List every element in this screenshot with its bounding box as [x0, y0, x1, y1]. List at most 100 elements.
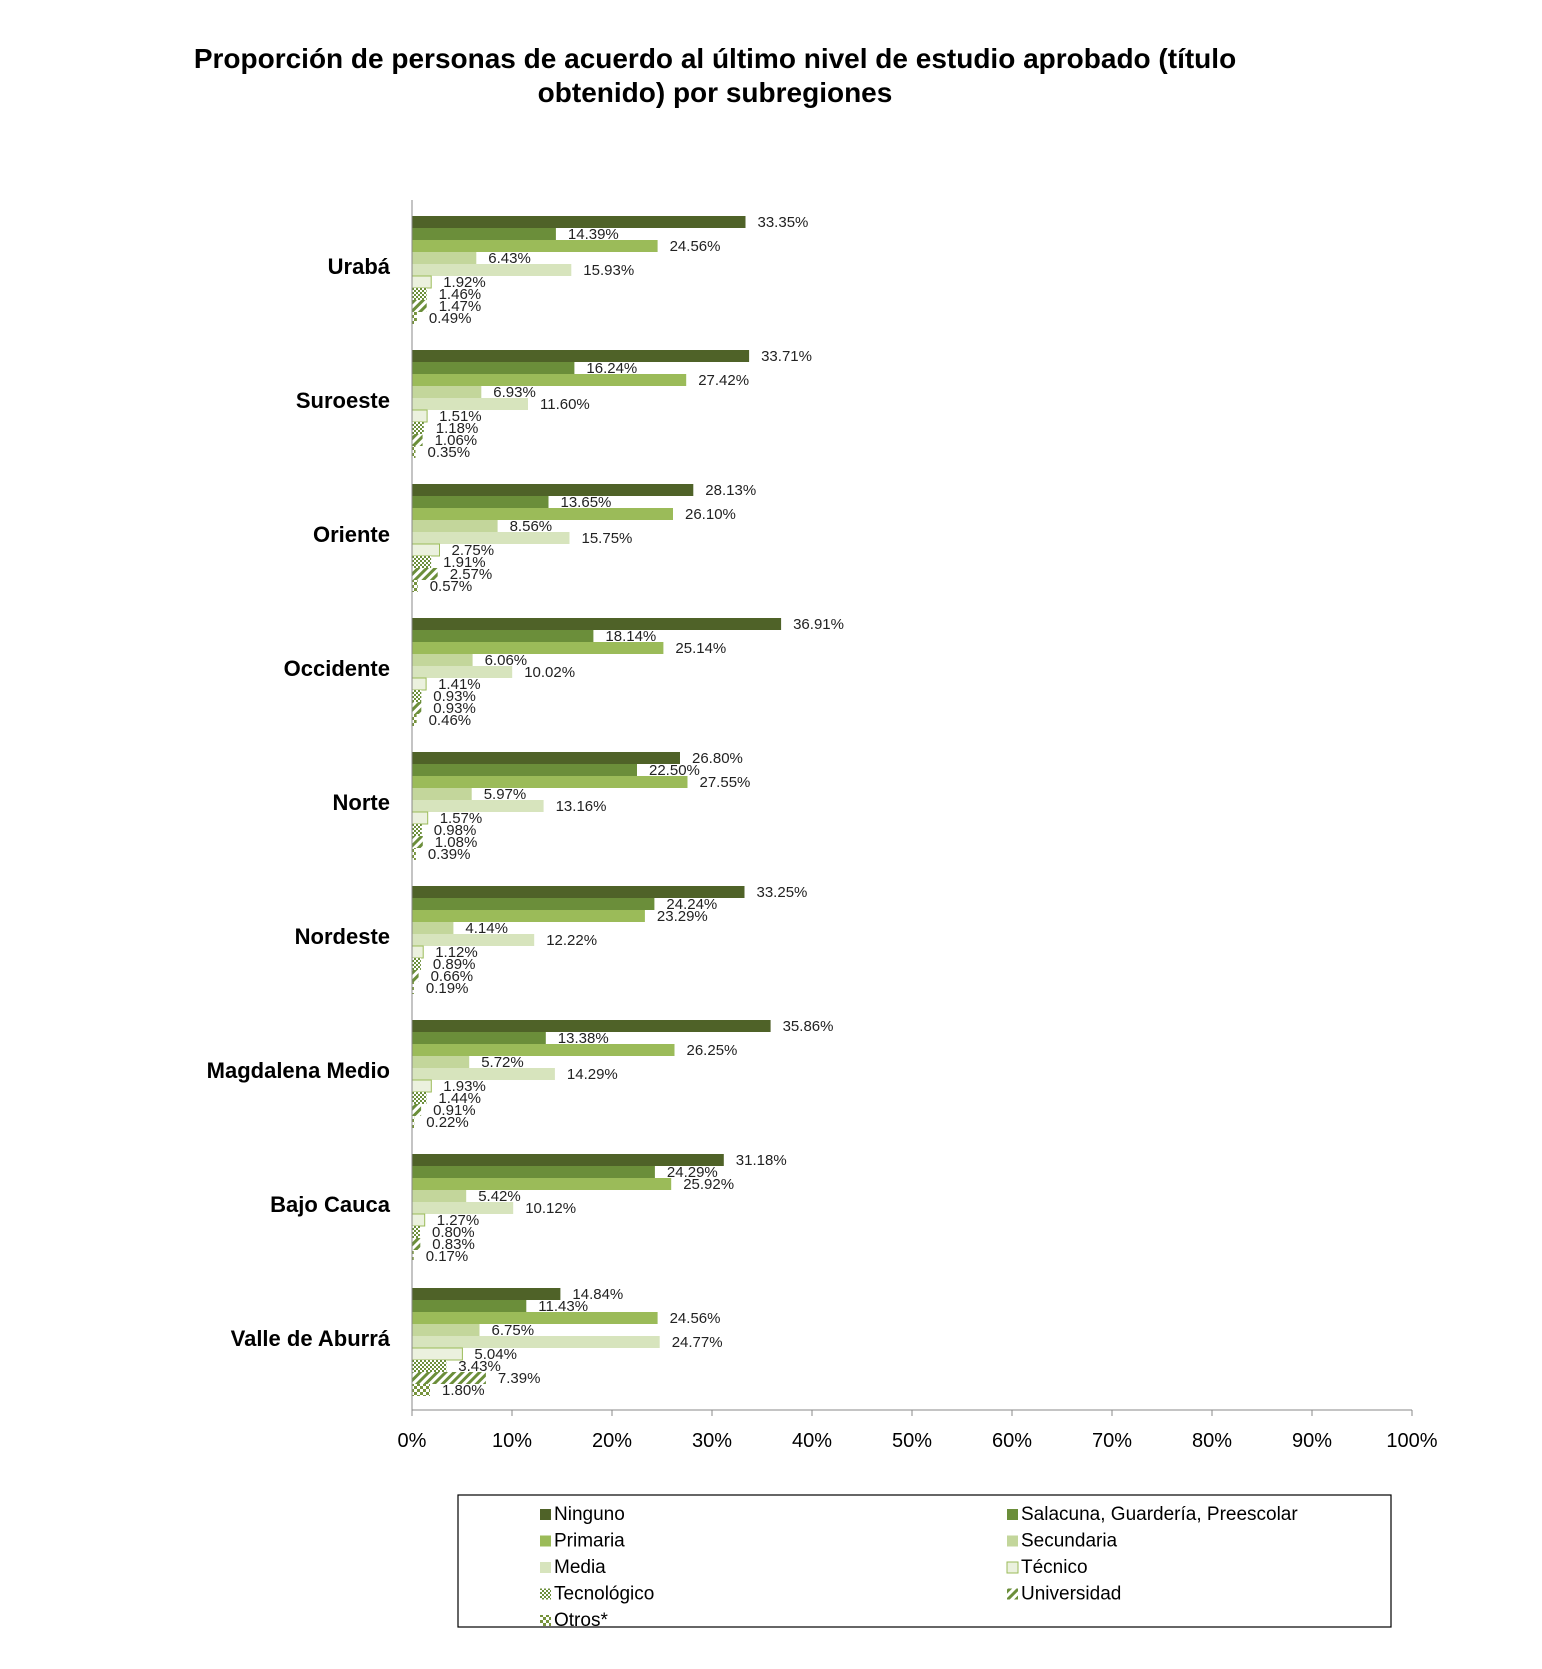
- bar-valle-de-aburra-primaria: [412, 1312, 658, 1324]
- data-label: 5.04%: [474, 1346, 517, 1363]
- data-label: 6.93%: [493, 384, 536, 401]
- data-label: 7.39%: [498, 1370, 541, 1387]
- legend-label-ninguno: Ninguno: [554, 1504, 625, 1525]
- x-tick-label: 30%: [692, 1430, 732, 1452]
- data-label: 0.93%: [433, 700, 476, 717]
- bar-occidente-universidad: [412, 702, 422, 714]
- data-label: 8.56%: [510, 518, 553, 535]
- data-label: 11.60%: [540, 396, 590, 413]
- data-label: 1.57%: [440, 810, 483, 827]
- data-label: 26.10%: [685, 506, 736, 523]
- bar-uraba-ninguno: [412, 216, 746, 228]
- data-label: 28.13%: [705, 482, 756, 499]
- data-label: 1.51%: [439, 408, 482, 425]
- bar-nordeste-secundaria: [412, 922, 454, 934]
- bar-suroeste-salacuna-guarderia-preescolar: [412, 362, 575, 374]
- bar-bajo-cauca-ninguno: [412, 1154, 724, 1166]
- data-label: 11.43%: [538, 1298, 588, 1315]
- bar-suroeste-tecnologico: [412, 422, 424, 434]
- bar-bajo-cauca-universidad: [412, 1238, 421, 1250]
- data-label: 0.66%: [431, 968, 474, 985]
- data-label: 33.71%: [761, 348, 812, 365]
- data-label: 14.29%: [567, 1066, 618, 1083]
- bar-magdalena-medio-secundaria: [412, 1056, 470, 1068]
- category-label-uraba: Urabá: [328, 254, 391, 279]
- data-label: 22.50%: [649, 762, 700, 779]
- bar-suroeste-tecnico: [411, 409, 428, 423]
- bar-norte-secundaria: [412, 788, 472, 800]
- category-label-suroeste: Suroeste: [296, 388, 390, 413]
- data-label: 1.80%: [442, 1382, 485, 1399]
- category-label-oriente: Oriente: [313, 522, 390, 547]
- bar-valle-de-aburra-secundaria: [412, 1324, 480, 1336]
- data-label: 1.06%: [435, 432, 478, 449]
- bar-occidente-ninguno: [412, 618, 782, 630]
- legend-label-secundaria: Secundaria: [1021, 1531, 1118, 1552]
- legend-swatch-tecnologico: [540, 1588, 551, 1600]
- data-label: 0.57%: [430, 578, 473, 595]
- data-label: 13.38%: [558, 1030, 609, 1047]
- bar-oriente-tecnologico: [412, 556, 432, 568]
- data-label: 35.86%: [783, 1018, 834, 1035]
- bar-oriente-universidad: [412, 568, 438, 580]
- bar-suroeste-ninguno: [412, 350, 750, 362]
- category-label-norte: Norte: [333, 790, 390, 815]
- data-label: 0.19%: [426, 980, 469, 997]
- data-label: 18.14%: [605, 628, 656, 645]
- plot-area: Urabá33.35%14.39%24.56%6.43%15.93%1.92%1…: [207, 214, 844, 1399]
- data-label: 1.93%: [443, 1078, 486, 1095]
- bar-oriente-ninguno: [412, 484, 694, 496]
- x-tick-label: 80%: [1192, 1430, 1232, 1452]
- x-tick-label: 100%: [1386, 1430, 1437, 1452]
- bar-suroeste-universidad: [412, 434, 423, 446]
- bar-nordeste-ninguno: [412, 886, 745, 898]
- bar-occidente-primaria: [412, 642, 664, 654]
- bar-oriente-media: [412, 532, 570, 544]
- bar-valle-de-aburra-salacuna-guarderia-preescolar: [412, 1300, 527, 1312]
- data-label: 24.29%: [667, 1164, 718, 1181]
- data-label: 15.75%: [582, 530, 633, 547]
- data-label: 5.42%: [478, 1188, 521, 1205]
- bar-magdalena-medio-tecnico: [411, 1079, 432, 1093]
- data-label: 26.80%: [692, 750, 743, 767]
- legend-swatch-universidad: [1007, 1588, 1018, 1600]
- data-label: 1.46%: [439, 286, 482, 303]
- x-axis: 0% 10% 20% 30% 40% 50% 60% 70% 80% 90% 100%: [398, 200, 1438, 1452]
- legend-label-tecnologico: Tecnológico: [554, 1584, 654, 1605]
- data-label: 0.22%: [426, 1114, 469, 1131]
- bar-bajo-cauca-tecnico: [411, 1213, 426, 1227]
- data-label: 0.91%: [433, 1102, 476, 1119]
- data-label: 6.75%: [492, 1322, 535, 1339]
- category-label-magdalena-medio: Magdalena Medio: [207, 1058, 390, 1083]
- bar-magdalena-medio-media: [412, 1068, 555, 1080]
- bar-uraba-otros: [412, 312, 417, 324]
- bar-occidente-tecnologico: [412, 690, 422, 702]
- bar-oriente-secundaria: [412, 520, 498, 532]
- bar-valle-de-aburra-otros: [412, 1384, 430, 1396]
- legend-swatch-secundaria: [1007, 1535, 1018, 1547]
- data-label: 0.83%: [432, 1236, 475, 1253]
- legend-box: [457, 1494, 1392, 1628]
- data-label: 1.18%: [436, 420, 479, 437]
- bar-magdalena-medio-salacuna-guarderia-preescolar: [412, 1032, 546, 1044]
- bar-nordeste-universidad: [412, 970, 419, 982]
- legend-swatch-ninguno: [540, 1509, 551, 1520]
- bar-norte-media: [412, 800, 544, 812]
- data-label: 16.24%: [586, 360, 637, 377]
- bar-valle-de-aburra-media: [412, 1336, 660, 1348]
- data-label: 2.57%: [450, 566, 493, 583]
- legend-swatch-media: [540, 1562, 551, 1573]
- bar-uraba-tecnico: [411, 275, 432, 289]
- data-label: 25.14%: [675, 640, 726, 657]
- data-label: 25.92%: [683, 1176, 734, 1193]
- bar-occidente-otros: [412, 714, 417, 726]
- bar-valle-de-aburra-tecnico: [411, 1347, 463, 1361]
- data-label: 0.17%: [426, 1248, 469, 1265]
- legend-label-tecnico: Técnico: [1021, 1557, 1088, 1578]
- data-label: 13.16%: [556, 798, 607, 815]
- data-label: 3.43%: [458, 1358, 501, 1375]
- bar-valle-de-aburra-universidad: [412, 1372, 486, 1384]
- data-label: 10.02%: [524, 664, 575, 681]
- data-label: 13.65%: [561, 494, 612, 511]
- category-label-occidente: Occidente: [284, 656, 390, 681]
